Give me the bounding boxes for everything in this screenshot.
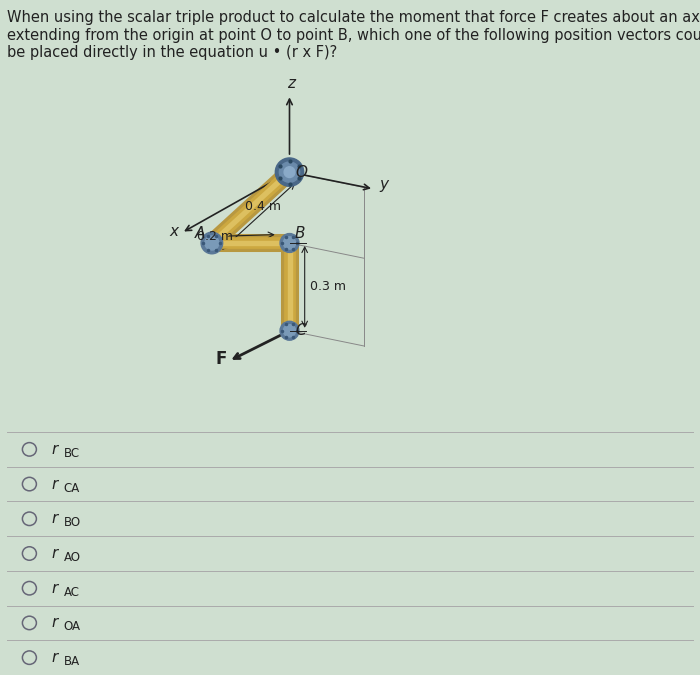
Circle shape <box>201 232 223 254</box>
Text: x: x <box>169 224 178 239</box>
Text: AO: AO <box>64 551 80 564</box>
Circle shape <box>280 234 299 252</box>
Text: B: B <box>295 226 305 241</box>
Text: OA: OA <box>64 620 80 633</box>
Text: BA: BA <box>64 655 80 668</box>
Text: When using the scalar triple product to calculate the moment that force F create: When using the scalar triple product to … <box>7 10 700 60</box>
Text: z: z <box>287 76 295 90</box>
Circle shape <box>284 325 295 337</box>
Circle shape <box>284 167 295 178</box>
Text: AC: AC <box>64 586 80 599</box>
Text: O: O <box>295 165 307 180</box>
Circle shape <box>279 162 300 182</box>
Text: r: r <box>51 580 57 596</box>
Text: r: r <box>51 546 57 561</box>
Text: r: r <box>51 442 57 457</box>
Text: r: r <box>51 511 57 526</box>
Text: r: r <box>51 477 57 491</box>
Text: A: A <box>195 226 205 241</box>
Text: C: C <box>295 323 306 338</box>
Text: BC: BC <box>64 447 80 460</box>
Text: CA: CA <box>64 482 80 495</box>
Text: y: y <box>379 177 388 192</box>
Text: r: r <box>51 650 57 665</box>
Text: r: r <box>51 616 57 630</box>
Circle shape <box>205 236 219 250</box>
Text: BO: BO <box>64 516 80 529</box>
Circle shape <box>275 158 304 186</box>
Text: 0.3 m: 0.3 m <box>309 280 346 294</box>
Text: 0.4 m: 0.4 m <box>245 200 281 213</box>
Circle shape <box>280 321 299 340</box>
Text: F: F <box>216 350 227 369</box>
Circle shape <box>284 237 295 249</box>
Text: 0.2 m: 0.2 m <box>197 230 232 242</box>
